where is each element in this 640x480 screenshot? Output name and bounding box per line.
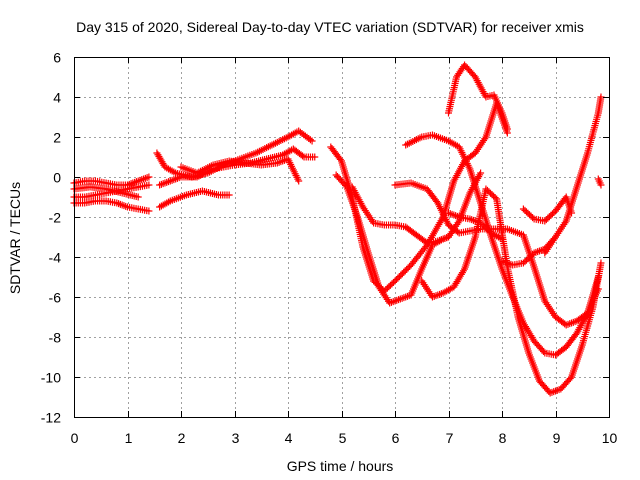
y-tick-label: 6 <box>53 50 61 66</box>
series-track-7 <box>156 187 233 211</box>
data-point <box>145 181 153 189</box>
series-track-20 <box>594 175 605 189</box>
x-tick-label: 1 <box>125 430 133 446</box>
y-tick-label: -6 <box>49 290 62 306</box>
data-point <box>295 177 303 185</box>
data-point <box>597 181 605 189</box>
x-tick-label: 5 <box>339 430 347 446</box>
data-point <box>299 152 307 160</box>
data-points <box>70 61 605 397</box>
data-point <box>503 125 511 133</box>
y-tick-label: -4 <box>49 250 62 266</box>
chart-title: Day 315 of 2020, Sidereal Day-to-day VTE… <box>76 19 584 35</box>
x-axis-label: GPS time / hours <box>287 458 394 474</box>
x-tick-label: 8 <box>499 430 507 446</box>
x-tick-label: 0 <box>71 430 79 446</box>
data-point <box>445 233 452 241</box>
data-point <box>477 169 485 177</box>
y-tick-label: 2 <box>53 130 61 146</box>
series-track-14 <box>418 185 605 397</box>
data-point <box>491 194 499 202</box>
axis-ticks <box>74 57 610 418</box>
y-tick-label: -10 <box>41 370 61 386</box>
x-tick-label: 6 <box>392 430 400 446</box>
data-point <box>145 207 153 215</box>
y-tick-label: -8 <box>49 330 62 346</box>
x-tick-label: 4 <box>285 430 293 446</box>
x-tick-label: 9 <box>553 430 561 446</box>
data-point <box>134 193 142 201</box>
tick-labels: 0 1 2 3 4 5 6 7 8 9 10 -12 -10 -8 -6 -4 -2 0 2 4 6 <box>41 50 618 447</box>
data-point <box>336 155 344 163</box>
data-point <box>306 136 314 144</box>
y-tick-label: -2 <box>49 210 62 226</box>
series-track-15 <box>445 209 506 243</box>
x-tick-label: 2 <box>178 430 186 446</box>
series-track-4 <box>70 183 142 201</box>
x-tick-label: 10 <box>602 430 618 446</box>
data-point <box>529 214 537 222</box>
series-track-8 <box>177 155 303 185</box>
data-point <box>308 137 316 145</box>
data-point <box>225 191 233 199</box>
y-axis-label: SDTVAR / TECUs <box>7 182 23 294</box>
x-tick-label: 7 <box>446 430 454 446</box>
series-track-16 <box>445 61 511 133</box>
data-point <box>597 259 605 267</box>
series-track-1 <box>70 173 153 189</box>
x-tick-label: 3 <box>232 430 240 446</box>
data-point <box>498 235 506 243</box>
series-track-11 <box>348 183 452 247</box>
series-track-19 <box>541 93 605 257</box>
data-point <box>145 173 153 181</box>
y-tick-label: 0 <box>53 170 61 186</box>
y-tick-label: 4 <box>53 90 61 106</box>
data-point <box>311 153 319 161</box>
grid-lines <box>74 57 609 417</box>
y-tick-label: -12 <box>41 410 61 426</box>
